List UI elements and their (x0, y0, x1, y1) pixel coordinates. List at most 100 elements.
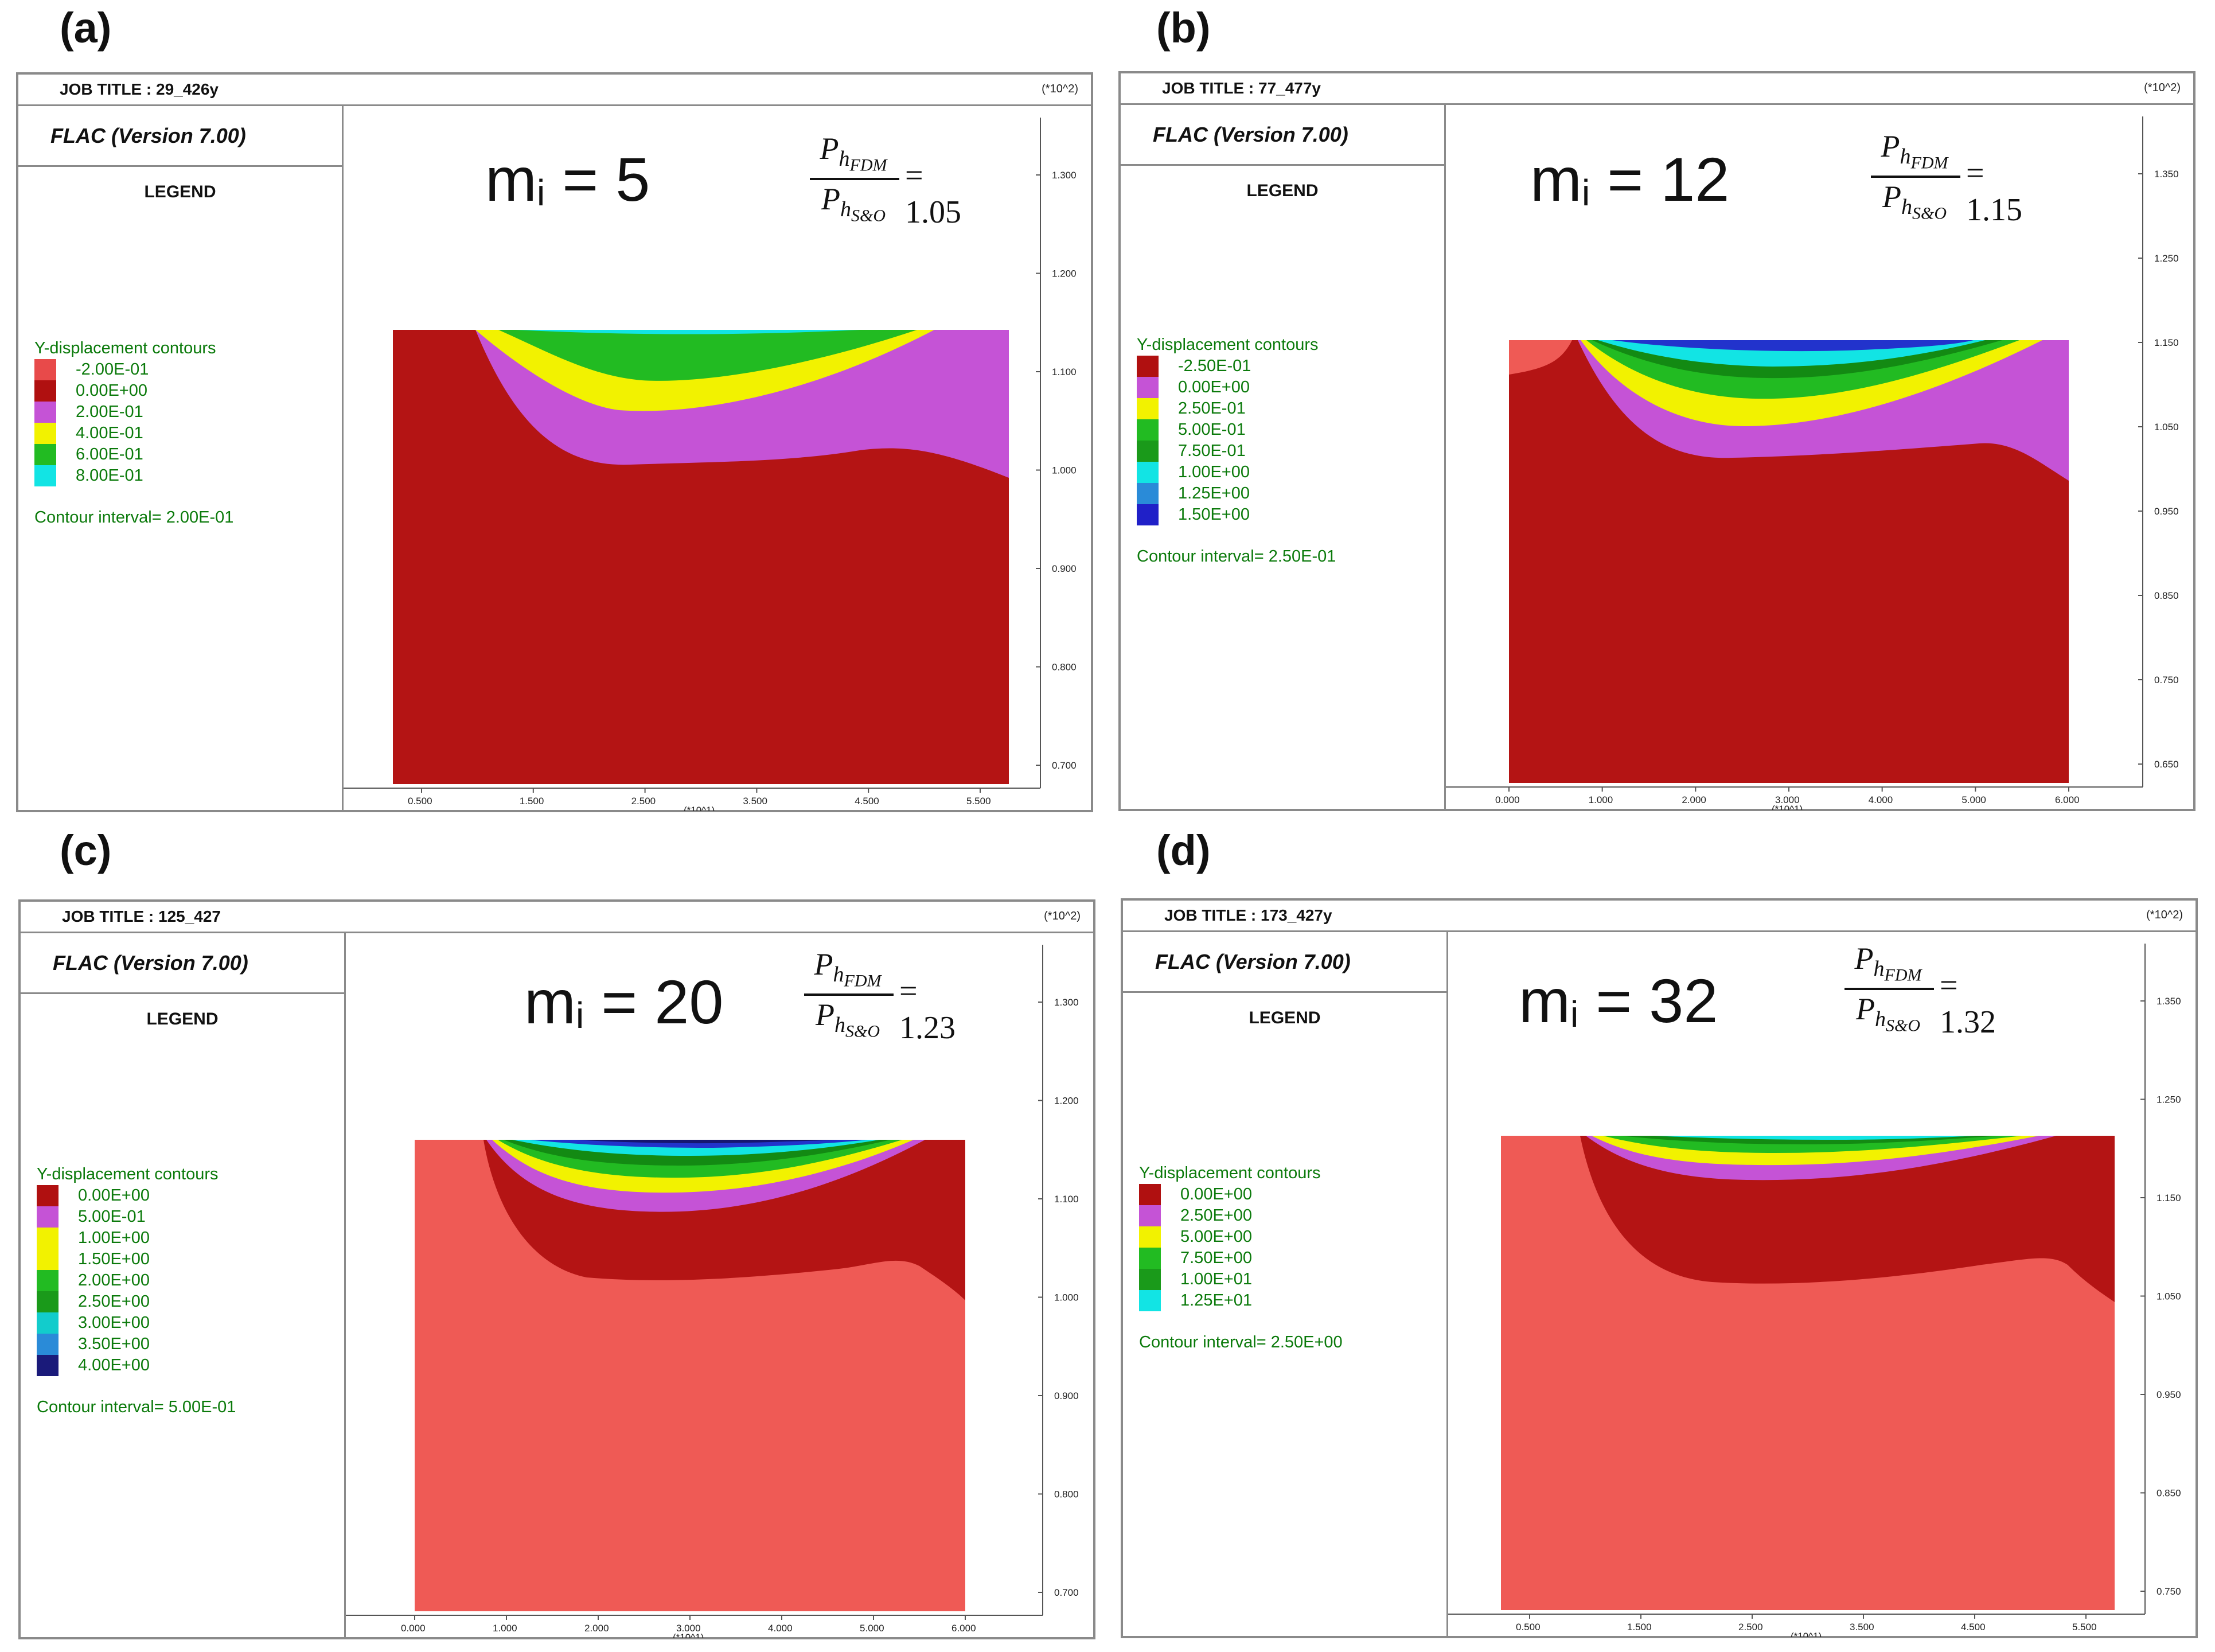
contour-legend-row: 4.00E-01 (34, 423, 216, 444)
contour-swatch (34, 359, 56, 380)
job-title-bar: JOB TITLE : 173_427y (*10^2) (1123, 901, 2195, 932)
contour-value: 1.00E+00 (1178, 463, 1250, 481)
software-label: FLAC (Version 7.00) (50, 124, 246, 147)
x-tick-label: 2.000 (584, 1623, 609, 1634)
contour-swatch (37, 1291, 59, 1312)
legend-column: FLAC (Version 7.00) LEGEND Y-displacemen… (1121, 103, 1446, 809)
contour-swatch (34, 465, 56, 486)
contour-legend-row: 6.00E-01 (34, 444, 216, 465)
y-tick-label: 0.750 (2154, 675, 2179, 685)
x-tick-label: 5.000 (1961, 794, 1986, 805)
y-tick-label: 0.700 (1054, 1587, 1079, 1598)
contour-swatch (1139, 1205, 1161, 1226)
y-tick-label: 0.950 (2156, 1389, 2181, 1400)
y-tick-label: 0.850 (2154, 590, 2179, 601)
contour-value: 0.00E+00 (78, 1186, 150, 1205)
mi-annotation-d: mi = 32 (1519, 966, 1718, 1035)
y-tick-label: 0.800 (1054, 1489, 1079, 1500)
contour-layers (393, 330, 1009, 478)
contour-swatch (1137, 462, 1159, 483)
contour-legend-row: -2.00E-01 (34, 359, 216, 380)
y-tick-label: 0.850 (2156, 1488, 2181, 1499)
x-tick-label: 6.000 (951, 1623, 976, 1634)
contour-value: 2.00E-01 (76, 403, 143, 421)
x-tick-label: 2.000 (1682, 794, 1706, 805)
contour-swatch (37, 1270, 59, 1291)
job-title: JOB TITLE : 173_427y (1164, 906, 1332, 924)
contour-value: 1.00E+00 (78, 1229, 150, 1247)
contour-plot: 1.300 1.200 1.100 1.000 0.900 0.800 0.700 0.000… (346, 945, 1079, 1638)
contour-plot: 1.300 1.200 1.100 1.000 0.900 0.800 0.700 0.500… (344, 118, 1077, 811)
y-tick-label: 0.800 (1052, 662, 1077, 673)
panel-label-d: (d) (1156, 827, 1211, 874)
contour-swatch (37, 1312, 59, 1334)
contour-legend-title: Y-displacement contours (34, 339, 216, 357)
x-tick-label: 6.000 (2055, 794, 2080, 805)
contour-value: 1.25E+01 (1180, 1291, 1252, 1310)
x-scale-label: (*10^1) (684, 805, 715, 811)
contour-swatch (1137, 504, 1159, 525)
x-tick-label: 4.500 (855, 796, 879, 806)
contour-legend-title: Y-displacement contours (1139, 1164, 1321, 1182)
contour-legend-row: 7.50E+00 (1139, 1248, 1321, 1269)
job-title-bar: JOB TITLE : 29_426y (*10^2) (18, 75, 1091, 106)
contour-swatch (1137, 441, 1159, 462)
contour-legend-row: 1.00E+00 (1137, 462, 1319, 483)
legend-column: FLAC (Version 7.00) LEGEND Y-displacemen… (1123, 930, 1448, 1636)
contour-value: 6.00E-01 (76, 445, 143, 463)
y-tick-label: 0.700 (1052, 760, 1077, 771)
mi-annotation-a: mi = 5 (485, 145, 650, 214)
x-tick-label: 3.000 (1775, 794, 1800, 805)
contour-swatch (1137, 377, 1159, 398)
software-label: FLAC (Version 7.00) (53, 951, 248, 975)
y-scale-label: (*10^2) (2146, 909, 2183, 921)
panel-b: JOB TITLE : 77_477y (*10^2) FLAC (Versio… (1118, 71, 2195, 811)
contour-value: 4.00E-01 (76, 424, 143, 442)
contour-value: 2.00E+00 (78, 1271, 150, 1289)
y-tick-label: 1.200 (1054, 1096, 1079, 1106)
contour-swatch (1139, 1184, 1161, 1205)
mi-annotation-c: mi = 20 (524, 967, 724, 1037)
contour-layers (1509, 340, 2069, 481)
contour-legend-row: 1.50E+00 (1137, 504, 1319, 525)
contour-legend-title: Y-displacement contours (1137, 336, 1319, 354)
x-tick-label: 1.500 (520, 796, 544, 806)
contour-band-7 (575, 1140, 839, 1144)
contour-swatch (34, 380, 56, 402)
contour-legend: Y-displacement contours -2.00E-01 0.00E+0… (34, 337, 216, 486)
y-tick-label: 1.350 (2154, 169, 2179, 180)
x-tick-label: 0.500 (1516, 1622, 1541, 1632)
contour-swatch (1137, 398, 1159, 419)
contour-value: 5.00E-01 (1178, 420, 1246, 439)
x-tick-label: 0.500 (408, 796, 432, 806)
contour-legend-row: -2.50E-01 (1137, 356, 1319, 377)
y-scale-label: (*10^2) (1042, 83, 1078, 95)
x-tick-label: 4.500 (1961, 1622, 1986, 1632)
contour-legend-row: 3.50E+00 (37, 1334, 219, 1355)
contour-swatch (1137, 483, 1159, 504)
contour-swatch (37, 1228, 59, 1249)
contour-swatch (37, 1206, 59, 1228)
contour-legend-row: 1.00E+00 (37, 1228, 219, 1249)
contour-legend-row: 0.00E+00 (37, 1185, 219, 1206)
x-tick-label: 0.000 (401, 1623, 426, 1634)
software-header: FLAC (Version 7.00) (21, 932, 344, 994)
y-tick-label: 1.200 (1052, 268, 1077, 279)
contour-legend-row: 7.50E-01 (1137, 441, 1319, 462)
x-tick-label: 5.500 (2072, 1622, 2097, 1632)
contour-value: 3.50E+00 (78, 1335, 150, 1353)
contour-value: 4.00E+00 (78, 1356, 150, 1374)
x-tick-label: 0.000 (1495, 794, 1520, 805)
x-tick-label: 5.000 (860, 1623, 884, 1634)
y-tick-label: 1.300 (1052, 170, 1077, 181)
x-tick-label: 4.000 (768, 1623, 793, 1634)
legend-title: LEGEND (146, 1010, 219, 1028)
contour-legend: Y-displacement contours 0.00E+00 5.00E-01… (37, 1163, 219, 1376)
contour-value: 2.50E+00 (78, 1292, 150, 1311)
job-title: JOB TITLE : 125_427 (62, 907, 221, 925)
y-scale-label: (*10^2) (1044, 910, 1081, 922)
x-tick-label: 1.000 (1589, 794, 1613, 805)
y-tick-label: 1.350 (2156, 996, 2181, 1007)
contour-interval: Contour interval= 2.50E-01 (1137, 547, 1336, 566)
contour-legend-row: 3.00E+00 (37, 1312, 219, 1334)
